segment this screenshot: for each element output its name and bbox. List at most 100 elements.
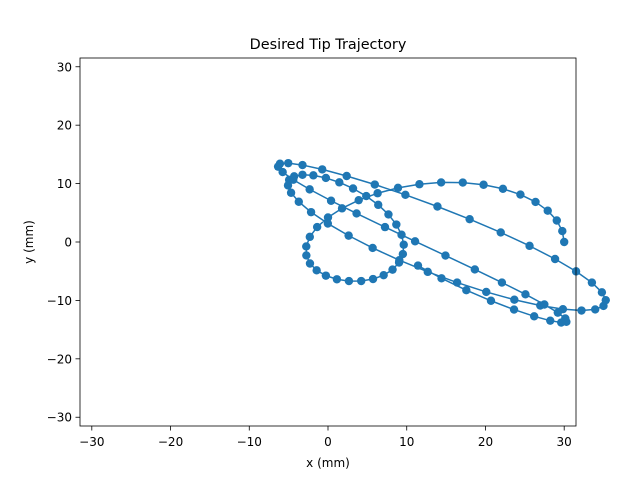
data-point [516,190,525,199]
plot-area [273,158,610,327]
y-axis-label: y (mm) [22,220,36,264]
data-point [462,285,471,295]
x-tick-label: −20 [158,435,183,449]
data-point [357,276,366,286]
data-point [458,178,467,187]
x-tick-label: 20 [478,435,493,449]
data-point [368,243,377,253]
data-point [337,204,347,213]
y-tick-label: −20 [47,352,72,366]
data-point [344,276,354,286]
y-tick-label: −10 [47,294,72,308]
data-point [374,200,383,210]
y-tick-label: 0 [64,236,72,250]
data-point [433,202,442,211]
x-axis: −30 −20 −10 0 10 20 30 [79,426,572,449]
data-point [465,214,474,224]
data-point [437,274,446,283]
data-point [344,231,353,240]
data-point [525,241,534,251]
data-point [496,228,505,237]
data-point [401,190,410,199]
data-point [482,287,491,297]
data-point [294,197,303,206]
data-point [284,158,293,168]
data-point [540,300,549,309]
data-point [531,197,540,207]
data-point [370,180,379,189]
data-point [398,249,408,259]
data-point [342,171,351,181]
data-point [601,295,610,305]
y-tick-label: 10 [57,177,72,191]
data-point [558,226,567,236]
data-point [309,171,318,180]
data-point [354,195,363,205]
x-tick-label: 0 [324,435,332,449]
data-point [497,278,507,287]
data-point [321,271,331,280]
data-point [597,288,607,297]
x-tick-label: −10 [237,435,262,449]
data-point [298,170,307,179]
data-point [521,290,530,299]
data-point [384,210,393,219]
data-point [332,275,342,284]
x-tick-label: 10 [399,435,414,449]
data-point [413,261,423,270]
data-point [380,222,390,232]
data-point [397,230,406,239]
data-point [278,167,287,177]
data-point [318,165,327,174]
y-tick-label: 30 [57,60,72,74]
data-point [587,278,597,287]
data-point [368,274,378,284]
data-point [306,207,316,217]
data-point [591,305,600,314]
data-point [577,306,586,315]
data-point [486,296,496,305]
data-point [312,222,322,232]
data-point [529,312,539,321]
data-point [283,181,293,190]
data-point [298,160,307,170]
data-point [498,184,508,193]
data-point [436,178,446,187]
data-point [289,175,298,184]
data-point [302,242,311,251]
data-point [323,213,333,222]
data-point [553,308,563,317]
data-point [509,305,519,314]
data-point [321,173,331,183]
data-point [393,183,403,193]
data-point [399,240,408,249]
data-point [286,188,296,197]
x-tick-label: −30 [79,435,104,449]
y-tick-label: 20 [57,119,72,133]
data-point [410,237,420,246]
data-point [312,266,321,275]
data-point [326,196,336,205]
data-point [352,209,361,218]
data-point [395,255,404,265]
data-point [323,219,333,228]
data-point [510,295,519,304]
data-point [305,232,315,242]
data-point [335,178,344,187]
data-point [470,265,480,274]
data-point [415,180,424,189]
y-tick-label: −30 [47,411,72,425]
y-axis: −30 −20 −10 0 10 20 30 [47,60,80,425]
data-point [550,254,560,264]
data-point [552,216,561,225]
data-point [388,265,397,274]
data-point [302,251,311,260]
data-point [559,237,569,247]
data-point [543,206,552,215]
data-point [379,270,388,280]
data-point [305,185,314,194]
data-point [479,180,488,189]
chart-title: Desired Tip Trajectory [250,37,407,53]
